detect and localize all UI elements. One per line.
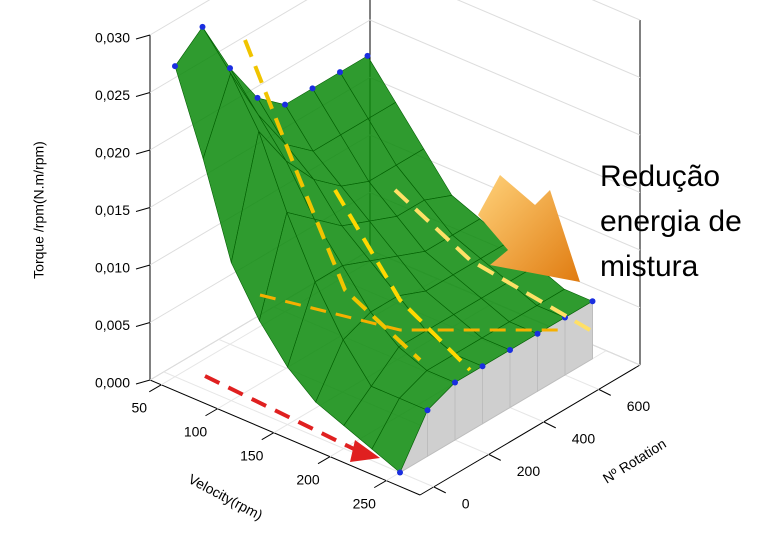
x-tick xyxy=(205,408,218,417)
z-tick-label: 0,005 xyxy=(95,317,130,333)
annotation: mistura xyxy=(600,250,699,283)
edge-point xyxy=(282,101,288,108)
direction-arrow-head xyxy=(350,440,380,462)
edge-point xyxy=(199,23,206,30)
edge-point xyxy=(507,347,513,353)
grid-line xyxy=(149,0,641,36)
guide-line xyxy=(393,188,592,332)
x-tick-label: 50 xyxy=(131,399,147,415)
edge-point xyxy=(364,52,371,59)
grid-line xyxy=(163,371,434,488)
edge-point xyxy=(397,469,403,476)
z-tick-label: 0,020 xyxy=(95,145,130,161)
edge-point xyxy=(254,94,261,101)
z-tick xyxy=(135,379,151,385)
z-tick xyxy=(135,34,151,40)
y-axis-title: Nº Rotation xyxy=(600,435,669,486)
y-tick-label: 200 xyxy=(517,463,541,479)
z-tick-label: 0,000 xyxy=(95,375,130,391)
z-tick xyxy=(135,149,151,155)
edge-point xyxy=(534,330,541,337)
annotation: energia de xyxy=(600,205,742,238)
decoration xyxy=(204,39,592,462)
edge-point xyxy=(337,69,343,76)
z-tick-label: 0,030 xyxy=(95,30,130,46)
z-tick xyxy=(135,264,151,270)
y-tick xyxy=(433,486,446,494)
edge-point xyxy=(589,298,596,305)
z-tick xyxy=(135,322,151,327)
x-tick-label: 150 xyxy=(240,447,264,463)
y-tick-label: 400 xyxy=(572,431,596,447)
guide-line xyxy=(243,39,422,362)
edge-point xyxy=(479,363,486,370)
y-tick xyxy=(488,453,501,461)
z-tick-label: 0,025 xyxy=(95,87,130,103)
y-tick-label: 600 xyxy=(627,398,651,414)
x-tick-label: 250 xyxy=(353,495,377,511)
z-tick-label: 0,010 xyxy=(95,260,130,276)
edge-point xyxy=(309,85,316,92)
edge-point xyxy=(424,407,431,414)
edge-point xyxy=(452,379,458,386)
edge-point xyxy=(172,63,178,70)
x-tick xyxy=(148,384,162,393)
reduction-arrow xyxy=(478,175,580,282)
y-tick xyxy=(598,388,611,396)
z-tick xyxy=(135,207,151,212)
x-tick xyxy=(373,480,387,489)
direction-arrow xyxy=(204,374,361,454)
z-axis-title: Torque /rpm(N.m/rpm) xyxy=(31,141,47,279)
x-tick xyxy=(261,432,275,441)
axis-line xyxy=(149,379,421,496)
x-axis-title: Velocity(rpm) xyxy=(186,471,266,523)
x-tick-label: 200 xyxy=(296,471,320,487)
surface xyxy=(172,23,596,476)
y-tick-label: 0 xyxy=(462,496,470,512)
axis-line xyxy=(419,364,641,496)
guide-line xyxy=(333,188,472,372)
y-tick xyxy=(543,421,556,429)
x-tick-label: 100 xyxy=(184,423,208,439)
guide-line xyxy=(259,293,560,332)
grid-line xyxy=(149,0,641,93)
x-tick xyxy=(317,456,331,465)
annotation: Redução xyxy=(600,160,720,193)
z-tick xyxy=(135,92,151,97)
z-tick-label: 0,015 xyxy=(95,202,130,218)
edge-point xyxy=(227,65,233,72)
